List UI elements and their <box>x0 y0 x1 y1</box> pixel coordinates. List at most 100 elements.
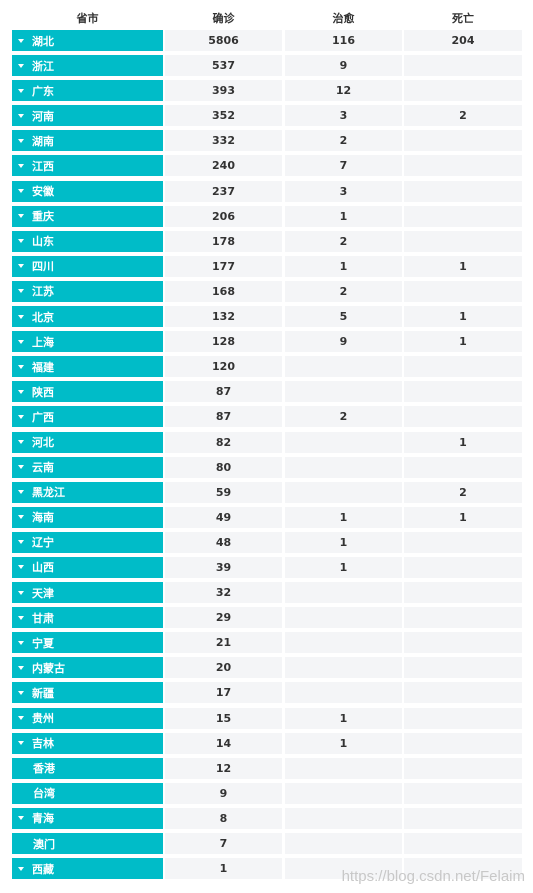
confirmed-count: 168 <box>165 280 282 302</box>
cured-count: 9 <box>285 55 402 77</box>
dead-count <box>404 155 522 177</box>
table-row: 山东 178 2 <box>12 230 522 255</box>
cured-count: 2 <box>285 280 402 302</box>
province-toggle[interactable]: 湖北 <box>12 30 163 51</box>
cured-count: 5 <box>285 306 402 328</box>
province-toggle[interactable]: 海南 <box>12 506 163 528</box>
confirmed-count: 32 <box>165 582 282 604</box>
table-row: 青海 8 <box>12 807 522 832</box>
province-toggle[interactable]: 陕西 <box>12 381 163 403</box>
dead-count <box>404 657 522 679</box>
cured-count <box>285 682 402 704</box>
dead-count <box>404 381 522 403</box>
province-toggle[interactable]: 广东 <box>12 80 163 102</box>
province-name: 西藏 <box>32 862 54 876</box>
province-toggle[interactable]: 安徽 <box>12 180 163 202</box>
cured-count: 1 <box>285 506 402 528</box>
province-toggle[interactable]: 贵州 <box>12 707 163 729</box>
table-row: 安徽 237 3 <box>12 180 522 205</box>
cured-count <box>285 807 402 829</box>
province-toggle[interactable]: 青海 <box>12 807 163 829</box>
province-name: 吉林 <box>32 737 54 751</box>
caret-down-icon <box>18 264 24 269</box>
province-toggle[interactable]: 福建 <box>12 356 163 378</box>
cured-count <box>285 356 402 378</box>
province-toggle[interactable]: 吉林 <box>12 732 163 754</box>
province-name: 重庆 <box>32 210 54 224</box>
cured-count: 2 <box>285 406 402 428</box>
province-toggle[interactable]: 重庆 <box>12 205 163 227</box>
caret-down-icon <box>18 440 24 444</box>
confirmed-count: 240 <box>165 155 282 177</box>
confirmed-count: 59 <box>165 481 282 503</box>
province-toggle[interactable]: 香港 <box>12 757 163 779</box>
dead-count: 2 <box>404 481 522 503</box>
province-toggle[interactable]: 上海 <box>12 331 163 353</box>
dead-count <box>404 556 522 578</box>
table-row: 甘肃 29 <box>12 606 522 631</box>
province-toggle[interactable]: 黑龙江 <box>12 481 163 503</box>
caret-down-icon <box>18 515 24 520</box>
table-row: 浙江 537 9 <box>12 54 522 79</box>
province-name: 辽宁 <box>32 536 54 550</box>
province-name: 北京 <box>32 310 54 324</box>
cured-count: 1 <box>285 205 402 227</box>
cured-count <box>285 757 402 779</box>
province-toggle[interactable]: 西藏 <box>12 858 163 880</box>
cured-count <box>285 657 402 679</box>
table-row: 山西 39 1 <box>12 556 522 581</box>
province-toggle[interactable]: 天津 <box>12 582 163 604</box>
province-toggle[interactable]: 台湾 <box>12 782 163 804</box>
province-name: 贵州 <box>32 712 54 726</box>
province-toggle[interactable]: 江西 <box>12 155 163 177</box>
caret-down-icon <box>18 866 24 871</box>
province-toggle[interactable]: 山西 <box>12 556 163 578</box>
cured-count: 116 <box>285 30 402 51</box>
cured-count <box>285 607 402 629</box>
cured-count: 3 <box>285 180 402 202</box>
province-name: 山西 <box>32 561 54 575</box>
province-toggle[interactable]: 山东 <box>12 230 163 252</box>
province-toggle[interactable]: 内蒙古 <box>12 657 163 679</box>
province-name: 澳门 <box>33 837 55 851</box>
table-row: 广东 393 12 <box>12 79 522 104</box>
province-toggle[interactable]: 四川 <box>12 255 163 277</box>
dead-count: 1 <box>404 506 522 528</box>
caret-down-icon <box>18 88 24 93</box>
table-row: 广西 87 2 <box>12 405 522 430</box>
dead-count: 1 <box>404 431 522 453</box>
table-row: 湖南 332 2 <box>12 129 522 154</box>
confirmed-count: 8 <box>165 807 282 829</box>
province-toggle[interactable]: 辽宁 <box>12 531 163 553</box>
province-toggle[interactable]: 湖南 <box>12 130 163 152</box>
table-row: 云南 80 <box>12 456 522 481</box>
province-toggle[interactable]: 河北 <box>12 431 163 453</box>
table-row: 海南 49 1 1 <box>12 506 522 531</box>
province-toggle[interactable]: 河南 <box>12 105 163 127</box>
confirmed-count: 39 <box>165 556 282 578</box>
header-dead: 死亡 <box>452 12 474 25</box>
province-toggle[interactable]: 浙江 <box>12 55 163 77</box>
province-name: 新疆 <box>32 686 54 700</box>
province-toggle[interactable]: 甘肃 <box>12 607 163 629</box>
province-toggle[interactable]: 宁夏 <box>12 632 163 654</box>
confirmed-count: 537 <box>165 55 282 77</box>
caret-down-icon <box>18 741 24 746</box>
caret-down-icon <box>18 289 24 294</box>
province-toggle[interactable]: 新疆 <box>12 682 163 704</box>
caret-down-icon <box>18 138 24 143</box>
province-name: 台湾 <box>33 787 55 801</box>
province-name: 浙江 <box>32 59 54 73</box>
province-name: 广西 <box>32 410 54 424</box>
confirmed-count: 128 <box>165 331 282 353</box>
confirmed-count: 29 <box>165 607 282 629</box>
province-toggle[interactable]: 广西 <box>12 406 163 428</box>
province-name: 青海 <box>32 812 54 826</box>
watermark: https://blog.csdn.net/Felaim <box>341 868 525 885</box>
caret-down-icon <box>18 816 24 821</box>
dead-count <box>404 230 522 252</box>
province-toggle[interactable]: 云南 <box>12 456 163 478</box>
province-toggle[interactable]: 江苏 <box>12 280 163 302</box>
province-toggle[interactable]: 北京 <box>12 306 163 328</box>
province-toggle[interactable]: 澳门 <box>12 833 163 854</box>
